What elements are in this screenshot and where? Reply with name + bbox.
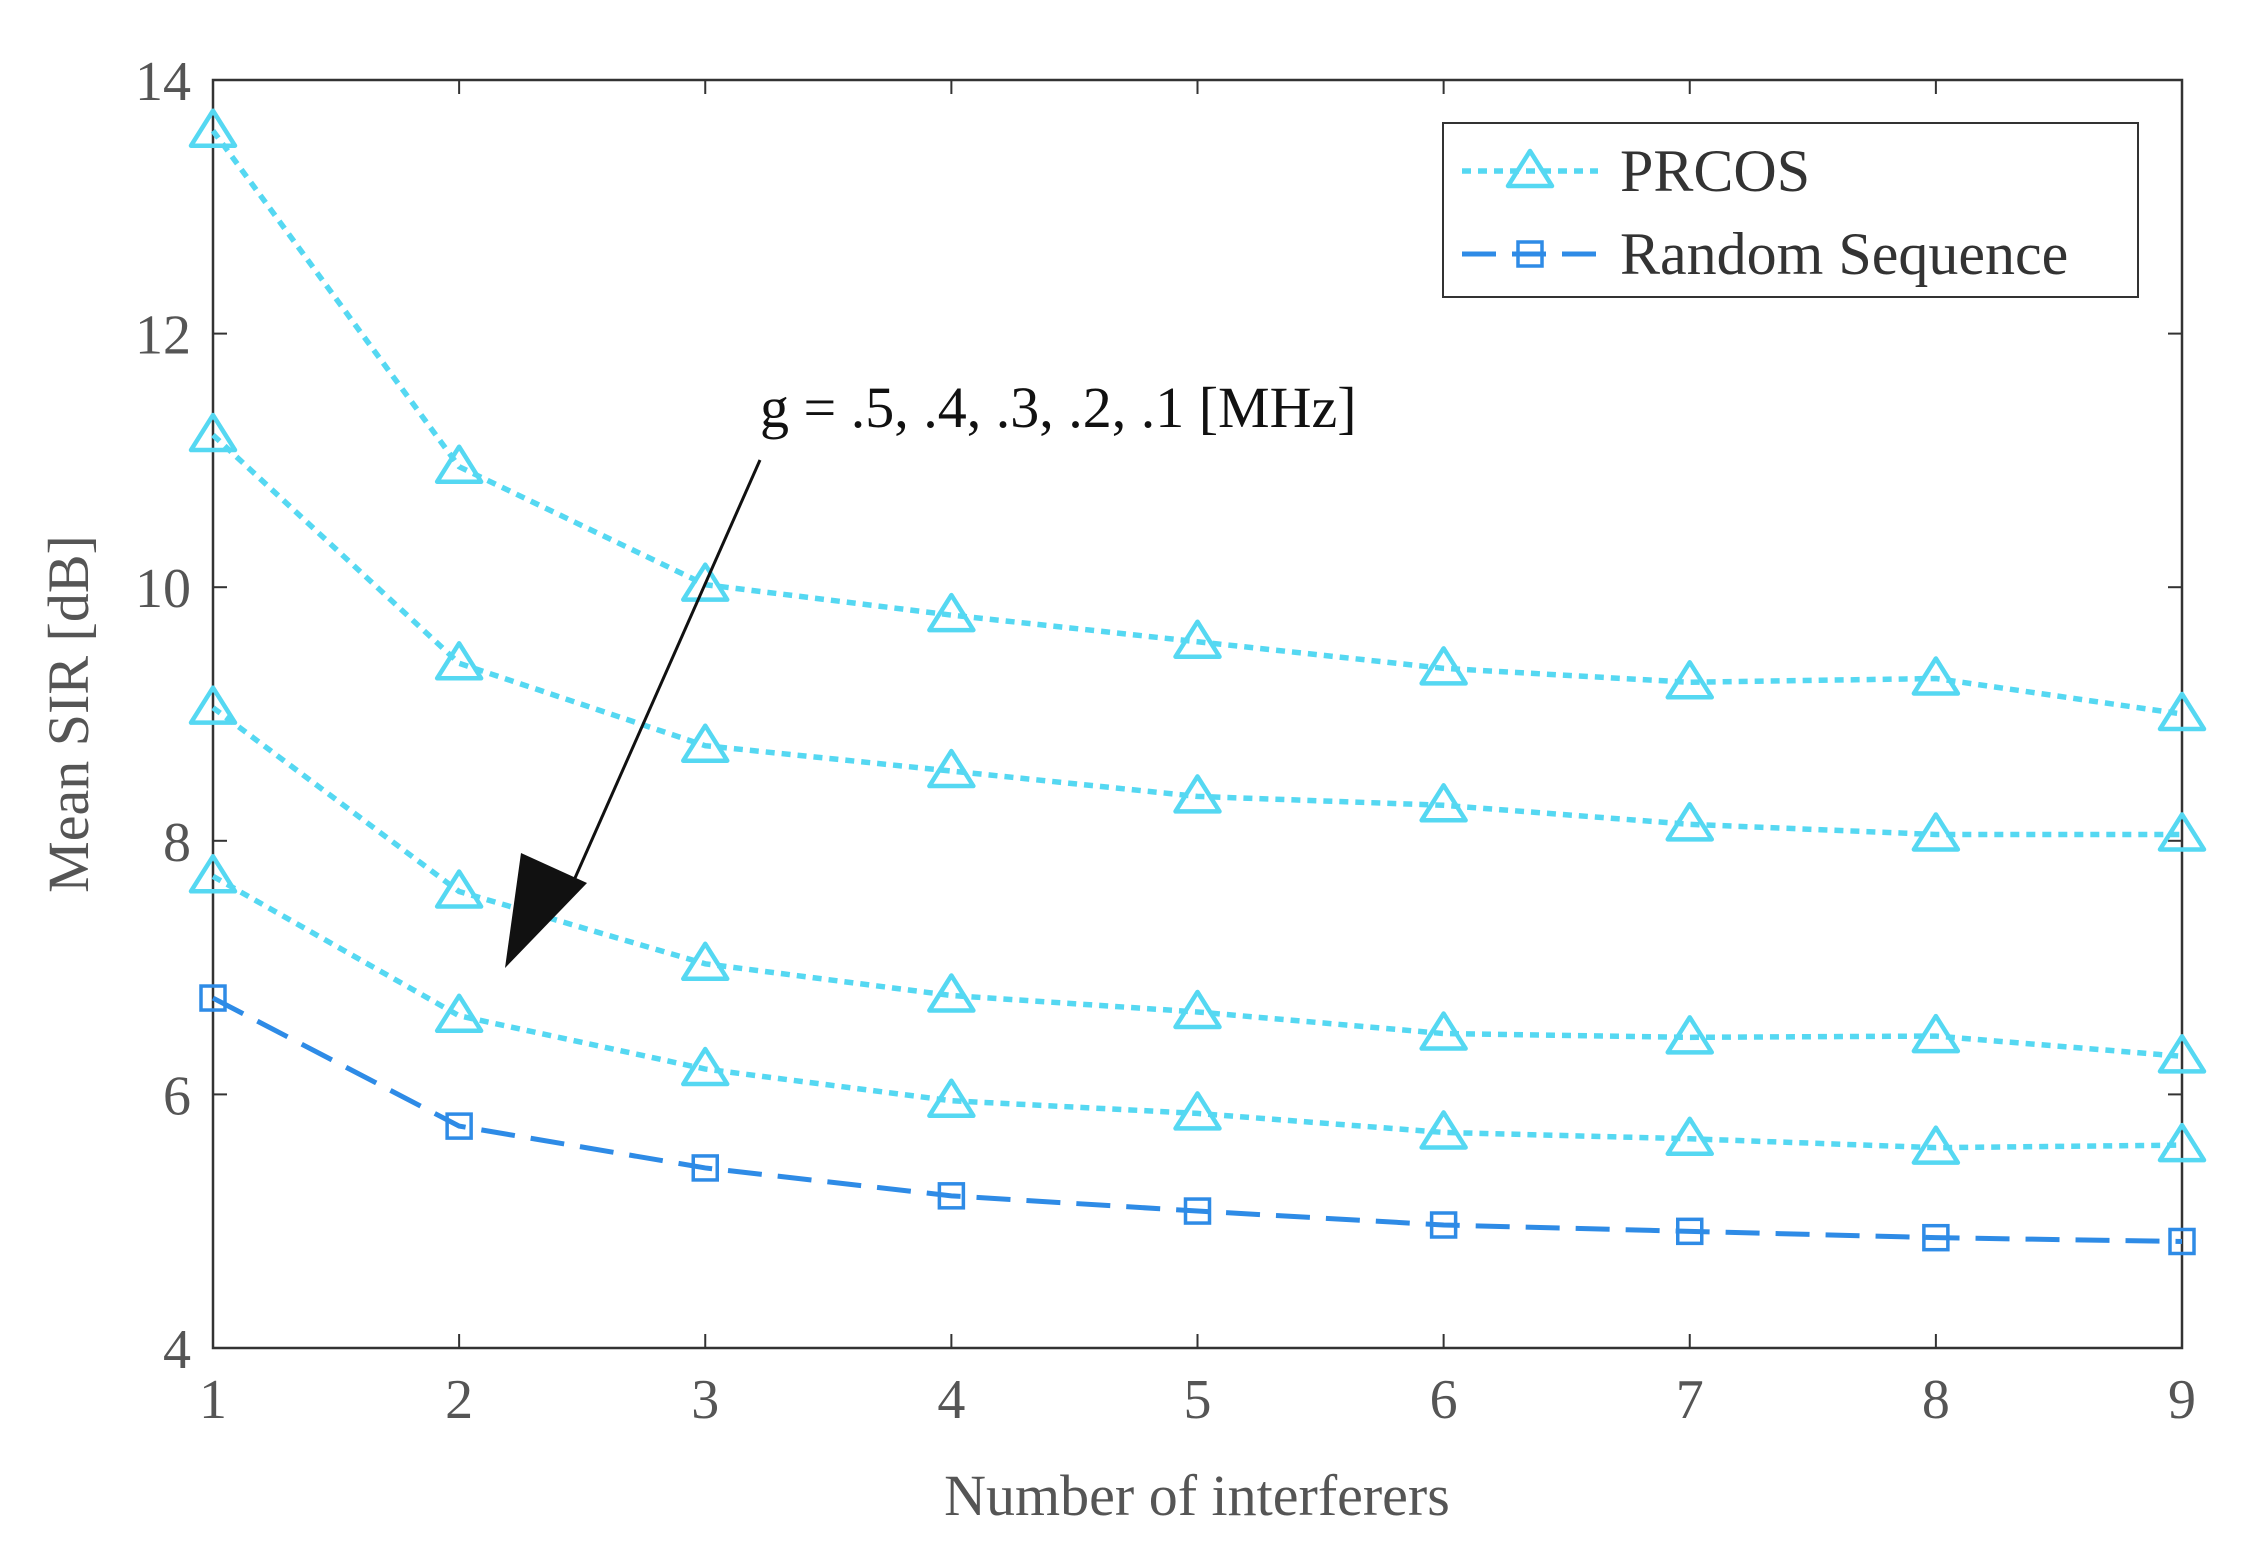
data-point	[1922, 1223, 1950, 1252]
legend-samples	[1462, 148, 1598, 268]
x-tick-label: 8	[1922, 1369, 1950, 1431]
x-tick-label: 3	[691, 1369, 719, 1431]
data-point	[681, 941, 730, 982]
annotation-text: g = .5, .4, .3, .2, .1 [MHz]	[760, 375, 1357, 440]
series-prcos-g5	[188, 108, 2207, 732]
data-point	[1173, 774, 1222, 814]
series-line	[211, 995, 2183, 1244]
data-point	[434, 444, 484, 484]
data-point	[1911, 812, 1961, 852]
data-point	[937, 1182, 966, 1210]
data-point	[1419, 783, 1468, 823]
series-line	[210, 129, 2183, 717]
data-point	[188, 108, 238, 148]
data-point	[1665, 802, 1714, 842]
y-tick-label: 14	[135, 51, 191, 113]
data-point	[434, 993, 484, 1034]
data-point	[1911, 1125, 1961, 1165]
y-tick-label: 8	[163, 812, 191, 874]
series-prcos-g2	[188, 854, 2207, 1165]
data-point	[927, 592, 976, 633]
legend: PRCOS Random Sequence	[1442, 122, 2139, 298]
x-tick-label: 5	[1184, 1369, 1212, 1431]
data-point	[188, 412, 238, 453]
data-point	[1911, 1013, 1961, 1054]
data-point	[1676, 1217, 1704, 1246]
y-tick-label: 10	[135, 558, 191, 620]
legend-marker-prcos	[1505, 148, 1555, 189]
data-point	[1911, 656, 1961, 696]
y-tick-label: 12	[135, 305, 191, 367]
data-point	[1173, 989, 1222, 1030]
x-tick-label: 1	[199, 1369, 227, 1431]
data-point	[1419, 1011, 1468, 1051]
data-point	[927, 748, 976, 789]
annotation: g = .5, .4, .3, .2, .1 [MHz]	[505, 375, 1357, 968]
y-tick-label: 6	[163, 1065, 191, 1127]
x-tick-label: 4	[937, 1369, 965, 1431]
series-prcos-g4	[188, 412, 2207, 852]
series-line	[211, 433, 2182, 838]
annotation-arrow-head	[505, 853, 587, 968]
data-point	[434, 869, 484, 909]
x-tick-label: 7	[1676, 1369, 1704, 1431]
data-point	[1419, 646, 1468, 686]
data-point	[1665, 1116, 1714, 1157]
data-point	[1429, 1211, 1458, 1239]
x-tick-label: 2	[445, 1369, 473, 1431]
data-point	[1665, 660, 1714, 700]
data-point	[681, 562, 730, 602]
data-point	[1173, 1091, 1222, 1131]
series-random-sequence	[199, 984, 2196, 1256]
data-point	[691, 1154, 719, 1182]
data-point	[681, 723, 730, 763]
data-point	[2157, 691, 2207, 732]
annotation-arrow-shaft	[573, 459, 762, 879]
legend-box	[1442, 122, 2139, 298]
data-point	[2168, 1227, 2196, 1256]
data-point	[1173, 619, 1222, 659]
y-axis-label: Mean SIR [dB]	[36, 535, 101, 893]
data-point	[927, 973, 976, 1013]
data-point	[434, 641, 484, 681]
legend-marker-random-sequence	[1516, 240, 1544, 268]
data-point	[681, 1046, 730, 1087]
data-point	[927, 1078, 976, 1118]
data-point	[188, 685, 238, 725]
data-point	[1419, 1110, 1468, 1150]
x-tick-label: 6	[1430, 1369, 1458, 1431]
data-point	[199, 984, 227, 1012]
data-point	[445, 1112, 473, 1140]
x-axis-label: Number of interferers	[944, 1463, 1450, 1528]
data-point	[2157, 1122, 2207, 1163]
legend-label-random-sequence: Random Sequence	[1620, 221, 2068, 287]
data-point	[2157, 1034, 2207, 1074]
legend-label-prcos: PRCOS	[1620, 138, 1810, 204]
data-point	[1183, 1197, 1212, 1225]
data-point	[2157, 812, 2207, 852]
x-tick-label: 9	[2168, 1369, 2196, 1431]
data-point	[1665, 1015, 1714, 1055]
y-tick-label: 4	[163, 1319, 191, 1381]
series-line	[211, 873, 2183, 1151]
data-point	[188, 854, 238, 894]
